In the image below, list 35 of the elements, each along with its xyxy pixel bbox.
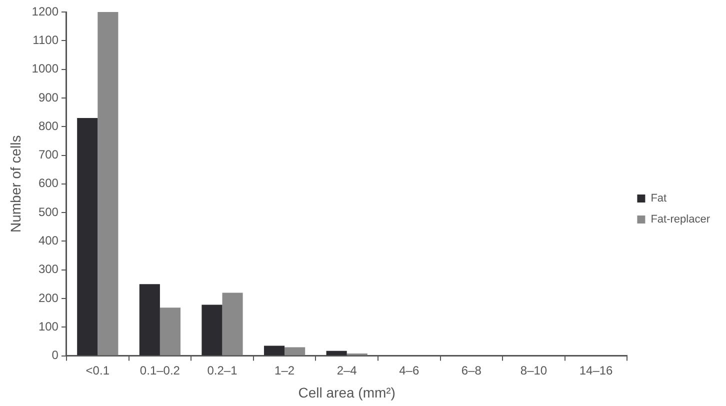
y-tick-label: 1000 <box>32 62 59 76</box>
x-tick-label: 0.1–0.2 <box>140 363 180 378</box>
y-tick-label: 500 <box>38 204 59 219</box>
bar <box>98 12 118 356</box>
y-tick-label: 1100 <box>32 32 59 47</box>
bar <box>284 347 306 356</box>
y-tick-label: 200 <box>38 290 59 305</box>
bar <box>77 118 98 356</box>
y-tick-label: 700 <box>38 148 59 162</box>
y-tick-label: 1200 <box>32 4 59 18</box>
x-tick-label: 6–8 <box>461 363 482 378</box>
y-axis-title: Number of cells <box>7 135 24 233</box>
bar <box>202 304 222 356</box>
x-tick-label: 1–2 <box>274 363 295 378</box>
bar <box>160 308 181 356</box>
bar <box>264 346 285 356</box>
y-tick-label: 800 <box>38 118 59 133</box>
bar <box>326 350 347 356</box>
bar <box>139 284 160 356</box>
y-tick-label: 600 <box>38 176 59 190</box>
bar <box>222 292 243 356</box>
y-tick-label: 300 <box>38 262 59 276</box>
x-tick-label: 4–6 <box>399 363 420 378</box>
y-tick-label: 900 <box>38 90 59 104</box>
legend-label: Fat <box>650 192 667 205</box>
x-axis-title: Cell area (mm²) <box>298 384 396 400</box>
y-tick-label: 0 <box>52 348 59 362</box>
x-tick-label: 8–10 <box>520 363 548 378</box>
x-tick-label: 0.2–1 <box>207 363 238 378</box>
y-tick-label: 100 <box>38 319 59 334</box>
x-tick-label: 2–4 <box>336 363 358 378</box>
x-tick-label: 14–16 <box>579 363 614 378</box>
legend-label: Fat-replacer <box>650 214 710 226</box>
x-tick-label: <0.1 <box>86 363 110 378</box>
y-tick-label: 400 <box>38 234 59 248</box>
